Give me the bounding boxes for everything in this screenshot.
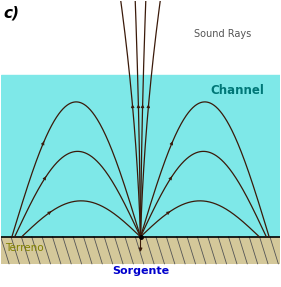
Bar xyxy=(1,75,280,237)
Text: Sorgente: Sorgente xyxy=(112,266,169,276)
Text: Sound Rays: Sound Rays xyxy=(194,30,251,39)
Text: c): c) xyxy=(3,5,19,20)
Text: Channel: Channel xyxy=(210,84,264,97)
Bar xyxy=(1,237,280,264)
Text: Terreno: Terreno xyxy=(5,243,44,253)
